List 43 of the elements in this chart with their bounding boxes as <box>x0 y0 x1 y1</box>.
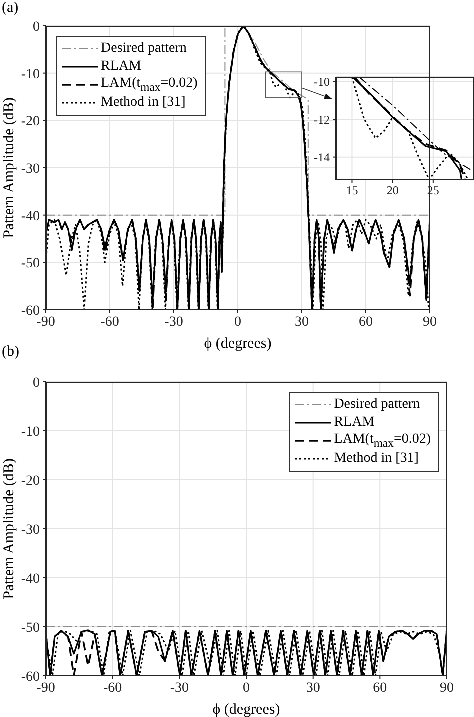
y-tick-label: -12 <box>314 112 330 127</box>
legend-label: Desired pattern <box>101 41 187 57</box>
y-tick-label: -20 <box>21 114 40 130</box>
legend-label: LAM(t$_{max}$=0.02) <box>101 76 198 94</box>
y-tick-label: -10 <box>314 74 330 89</box>
x-tick-label: 90 <box>423 314 437 330</box>
y-tick-label: -50 <box>21 256 40 272</box>
y-tick-label: -10 <box>21 424 40 440</box>
legend-label: RLAM <box>101 59 142 75</box>
x-tick-label: -60 <box>103 680 122 696</box>
x-tick-label: 30 <box>306 680 320 696</box>
x-tick-label: 15 <box>346 184 358 198</box>
x-tick-label: 0 <box>234 314 242 330</box>
y-tick-label: -30 <box>21 162 40 177</box>
legend-label: RLAM <box>334 415 375 431</box>
x-tick-label: 20 <box>386 184 399 198</box>
x-tick-label: 60 <box>359 314 373 330</box>
y-tick-label: -30 <box>21 522 40 538</box>
y-tick-label: -50 <box>21 620 40 636</box>
x-tick-label: 60 <box>373 680 388 696</box>
x-tick-label: 90 <box>440 680 454 696</box>
x-tick-label: 30 <box>295 314 309 330</box>
x-axis-title: ϕ (degrees) <box>204 336 272 352</box>
x-tick-label: 0 <box>243 680 250 696</box>
x-tick-label: -60 <box>100 314 120 330</box>
y-tick-label: 0 <box>33 376 40 391</box>
chart-title: (a) <box>2 0 19 17</box>
legend-label: Method in [31] <box>101 95 186 111</box>
y-axis-title: Pattern Amplitude (dB) <box>1 458 18 600</box>
legend-label: Method in [31] <box>334 451 419 467</box>
chart-title: (b) <box>2 344 20 361</box>
y-tick-label: -40 <box>21 572 40 587</box>
y-tick-label: -20 <box>21 474 40 489</box>
y-axis-title: Pattern Amplitude (dB) <box>1 98 18 238</box>
x-axis-title: ϕ (degrees) <box>212 702 280 717</box>
legend-label: Desired pattern <box>334 397 420 413</box>
y-tick-label: -10 <box>21 67 40 82</box>
x-tick-label: -30 <box>170 680 190 696</box>
x-tick-label: -30 <box>164 314 184 330</box>
y-tick-label: -40 <box>21 209 40 224</box>
y-tick-label: -14 <box>314 150 330 165</box>
legend-label: LAM(t$_{max}$=0.02) <box>334 432 431 450</box>
y-tick-label: 0 <box>33 20 40 35</box>
